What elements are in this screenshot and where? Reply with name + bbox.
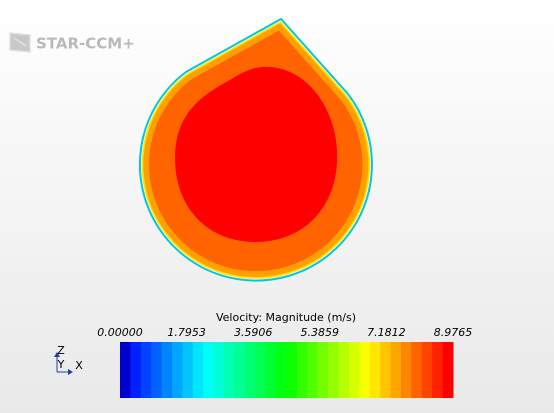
z-label: Z — [57, 344, 65, 357]
color-band — [338, 342, 350, 398]
colorbar-tick-label: 7.1812 — [367, 326, 406, 339]
x-label: X — [75, 359, 83, 372]
color-band — [380, 342, 392, 398]
color-band — [255, 342, 267, 398]
color-band — [265, 342, 277, 398]
colorbar-tick-label: 8.9765 — [434, 326, 473, 339]
color-band — [151, 342, 163, 398]
color-band — [307, 342, 319, 398]
color-band — [442, 342, 454, 398]
color-band — [203, 342, 215, 398]
logo-icon — [9, 32, 31, 53]
color-band — [213, 342, 225, 398]
color-band — [411, 342, 423, 398]
color-band — [224, 342, 235, 398]
color-band — [140, 342, 152, 398]
core-region — [175, 66, 338, 242]
colorbar-title: Velocity: Magnitude (m/s) — [216, 311, 356, 324]
color-band — [390, 342, 402, 398]
logo: STAR-CCM+ — [9, 32, 135, 53]
color-band — [276, 342, 287, 398]
color-band — [348, 342, 360, 398]
colorbar: Velocity: Magnitude (m/s) 0.00000 1.7953 3… — [97, 311, 472, 398]
color-band — [182, 342, 194, 398]
y-label: Y — [57, 358, 65, 371]
contour-plot — [138, 18, 373, 282]
color-band — [296, 342, 308, 398]
color-band — [286, 342, 298, 398]
color-band — [120, 342, 131, 398]
color-band — [328, 342, 340, 398]
logo-text: STAR-CCM+ — [36, 35, 135, 53]
colorbar-tick-label: 5.3859 — [301, 326, 340, 339]
colorbar-tick-label: 0.00000 — [97, 326, 143, 339]
color-band — [161, 342, 173, 398]
color-band — [317, 342, 329, 398]
triad-arrows — [54, 352, 73, 375]
color-band — [369, 342, 381, 398]
color-band — [359, 342, 371, 398]
color-band — [400, 342, 412, 398]
color-band — [432, 342, 444, 398]
color-band — [172, 342, 183, 398]
color-band — [244, 342, 256, 398]
colorbar-tick-label: 1.7953 — [167, 326, 206, 339]
color-band — [130, 342, 142, 398]
colorbar-tick-label: 3.5906 — [234, 326, 273, 339]
color-band — [192, 342, 204, 398]
color-band — [234, 342, 246, 398]
axis-triad: Z Y X — [54, 344, 83, 375]
color-band — [421, 342, 433, 398]
